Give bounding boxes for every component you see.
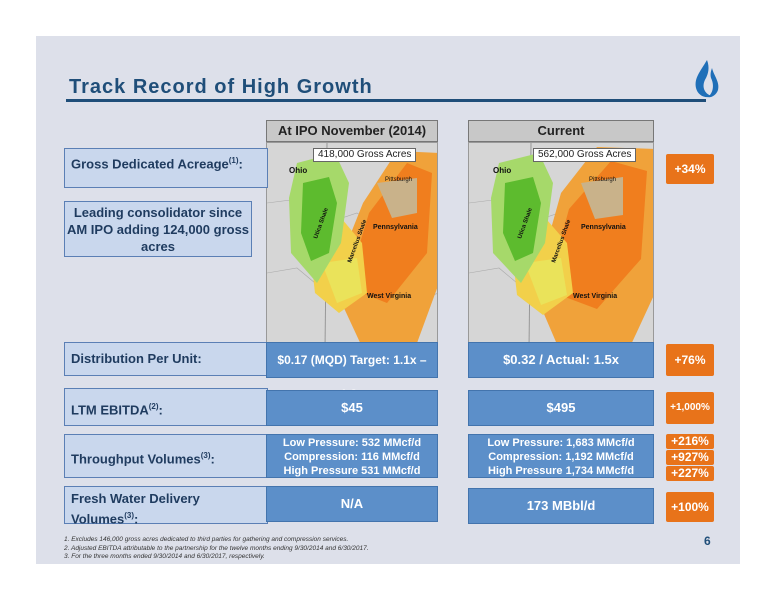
- footnote-2: 2. Adjusted EBITDA attributable to the p…: [64, 544, 369, 552]
- consolidator-note: Leading consolidator since AM IPO adding…: [64, 201, 252, 257]
- page-title: Track Record of High Growth: [69, 76, 373, 98]
- label-throughput: Throughput Volumes(3):: [64, 434, 268, 478]
- column-header-current: Current: [468, 120, 654, 142]
- throughput-current-compression: Compression: 1,192 MMcf/d: [488, 451, 634, 463]
- footnote-ref: (1): [228, 156, 239, 165]
- footnotes: 1. Excludes 146,000 gross acres dedicate…: [64, 536, 369, 562]
- throughput-ipo-compression: Compression: 116 MMcf/d: [284, 451, 420, 463]
- title-rule: [66, 99, 706, 102]
- change-throughput-high: +227%: [666, 466, 714, 481]
- throughput-current: Low Pressure: 1,683 MMcf/d Compression: …: [468, 434, 654, 478]
- label-fresh-water: Fresh Water Delivery Volumes(3):: [64, 486, 268, 527]
- throughput-ipo: Low Pressure: 532 MMcf/d Compression: 11…: [266, 434, 438, 478]
- footnote-ref: (2): [148, 402, 159, 411]
- water-current: 173 MBbl/d: [468, 488, 654, 524]
- acres-label-current: 562,000 Gross Acres: [533, 148, 637, 162]
- map-label-west-virginia: West Virginia: [367, 293, 411, 300]
- change-distribution: +76%: [666, 344, 714, 376]
- footnote-ref: (3): [200, 451, 211, 460]
- label-gross-acreage-text: Gross Dedicated Acreage: [71, 156, 229, 172]
- change-throughput-low: +216%: [666, 434, 714, 449]
- label-suffix: :: [134, 511, 139, 527]
- map-label-pennsylvania: Pennsylvania: [373, 224, 418, 231]
- label-fresh-water-text: Fresh Water Delivery Volumes: [71, 491, 200, 527]
- change-throughput-compression: +927%: [666, 450, 714, 465]
- page-number: 6: [704, 534, 711, 548]
- map-label-west-virginia: West Virginia: [573, 293, 617, 300]
- label-suffix: :: [210, 451, 215, 467]
- label-ltm-ebitda-text: LTM EBITDA: [71, 402, 149, 418]
- change-ebitda: +1,000%: [666, 392, 714, 424]
- distribution-ipo: $0.17 (MQD) Target: 1.1x – 1.2x: [266, 342, 438, 401]
- footnote-1: 1. Excludes 146,000 gross acres dedicate…: [64, 536, 349, 543]
- footnote-ref: (3): [124, 511, 134, 520]
- throughput-current-low: Low Pressure: 1,683 MMcf/d: [487, 437, 635, 449]
- acres-label-ipo: 418,000 Gross Acres: [313, 148, 417, 162]
- throughput-current-high: High Pressure 1,734 MMcf/d: [487, 465, 635, 477]
- label-ltm-ebitda: LTM EBITDA(2):: [64, 388, 268, 426]
- throughput-ipo-low: Low Pressure: 532 MMcf/d: [282, 437, 422, 449]
- ebitda-current: $495: [468, 390, 654, 426]
- throughput-ipo-high: High Pressure 531 MMcf/d: [283, 465, 421, 477]
- footnote-3: 3. For the three months ended 9/30/2014 …: [64, 553, 265, 560]
- water-ipo: N/A: [266, 486, 438, 522]
- label-suffix: :: [158, 402, 163, 418]
- map-label-ohio: Ohio: [493, 166, 511, 175]
- map-label-pittsburgh: Pittsburgh: [589, 177, 616, 183]
- ebitda-ipo: $45: [266, 390, 438, 426]
- label-throughput-text: Throughput Volumes: [71, 451, 201, 467]
- change-water: +100%: [666, 492, 714, 522]
- flame-logo-icon: [695, 60, 719, 98]
- change-acreage: +34%: [666, 154, 714, 184]
- label-suffix: :: [238, 156, 243, 172]
- label-distribution: Distribution Per Unit:: [64, 342, 268, 376]
- map-ipo: Ohio Pittsburgh Pennsylvania West Virgin…: [266, 142, 438, 348]
- column-header-ipo: At IPO November (2014): [266, 120, 438, 142]
- map-label-ohio: Ohio: [289, 166, 307, 175]
- slide: Track Record of High Growth At IPO Novem…: [36, 36, 740, 564]
- map-current: Ohio Pittsburgh Pennsylvania West Virgin…: [468, 142, 654, 348]
- distribution-current: $0.32 / Actual: 1.5x: [468, 342, 654, 378]
- map-label-pittsburgh: Pittsburgh: [385, 177, 412, 183]
- map-label-pennsylvania: Pennsylvania: [581, 224, 626, 231]
- label-gross-acreage: Gross Dedicated Acreage(1):: [64, 148, 268, 188]
